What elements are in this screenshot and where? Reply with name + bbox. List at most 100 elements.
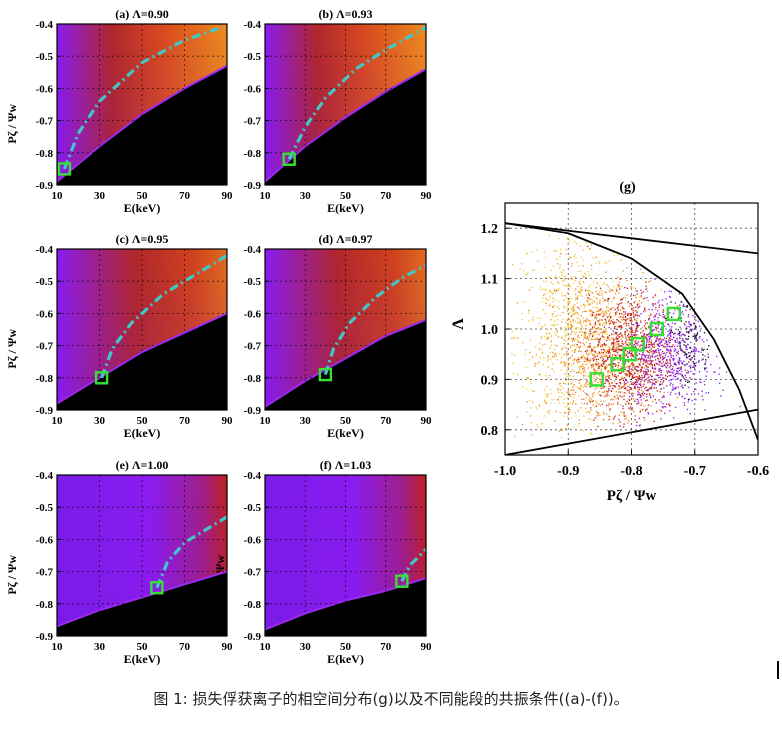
scatter-point — [624, 346, 626, 348]
scatter-point — [607, 315, 610, 318]
scatter-point — [655, 306, 657, 309]
scatter-point — [574, 311, 577, 313]
scatter-point — [592, 366, 594, 368]
scatter-point — [648, 341, 650, 344]
scatter-point — [661, 359, 664, 361]
scatter-point — [651, 354, 653, 356]
y-tick-label: -0.9 — [244, 405, 262, 417]
scatter-point — [564, 406, 566, 408]
scatter-point — [592, 306, 594, 308]
scatter-point — [644, 347, 646, 349]
scatter-point — [563, 382, 565, 384]
scatter-point — [595, 262, 597, 264]
scatter-point — [677, 317, 680, 319]
scatter-point — [588, 293, 590, 295]
scatter-point — [652, 352, 654, 355]
x-tick-label: 10 — [52, 415, 64, 427]
scatter-point — [595, 286, 597, 289]
scatter-point — [662, 352, 665, 355]
scatter-point — [609, 415, 611, 418]
x-tick-label: 90 — [421, 190, 433, 202]
scatter-point — [570, 383, 572, 385]
scatter-point — [644, 410, 647, 412]
scatter-point — [591, 365, 593, 367]
scatter-point — [534, 362, 537, 364]
scatter-point — [535, 354, 537, 356]
scatter-point — [623, 314, 625, 316]
scatter-point — [539, 357, 541, 359]
scatter-point — [596, 355, 598, 357]
scatter-point — [618, 371, 620, 373]
scatter-point — [629, 330, 631, 332]
scatter-point — [675, 376, 677, 378]
scatter-point — [606, 339, 608, 342]
scatter-point — [646, 396, 648, 398]
scatter-point — [584, 385, 586, 388]
scatter-point — [584, 369, 586, 371]
scatter-point — [640, 332, 642, 334]
scatter-point — [636, 303, 639, 305]
scatter-point — [607, 358, 609, 360]
y-tick-label: 1.1 — [481, 273, 499, 288]
resonance-marker — [649, 321, 664, 337]
scatter-point — [667, 323, 670, 325]
scatter-point — [649, 346, 651, 348]
x-axis-label: E(keV) — [327, 652, 364, 666]
scatter-point — [577, 371, 580, 373]
scatter-point — [536, 363, 539, 365]
scatter-point — [648, 354, 650, 357]
scatter-point — [590, 364, 592, 366]
scatter-point — [601, 334, 604, 336]
scatter-point — [558, 391, 560, 394]
scatter-point — [633, 399, 635, 401]
scatter-point — [610, 315, 612, 318]
y-axis-label: Pζ / Ψw — [5, 104, 19, 144]
scatter-point — [626, 330, 628, 332]
scatter-point — [663, 387, 665, 389]
scatter-point — [588, 418, 590, 420]
scatter-point — [662, 311, 664, 313]
scatter-point — [668, 349, 670, 352]
scatter-point — [595, 297, 598, 299]
scatter-point — [552, 313, 554, 315]
scatter-point — [680, 360, 682, 362]
scatter-point — [584, 333, 586, 336]
scatter-point — [620, 336, 622, 338]
scatter-point — [624, 342, 626, 345]
scatter-point — [602, 336, 604, 338]
scatter-point — [655, 355, 657, 357]
scatter-point — [650, 351, 652, 353]
scatter-point — [566, 319, 569, 321]
scatter-point — [666, 360, 668, 362]
scatter-point — [623, 381, 626, 383]
scatter-point — [627, 314, 629, 316]
scatter-point — [554, 291, 557, 293]
scatter-point — [584, 367, 586, 369]
scatter-point — [614, 359, 616, 361]
scatter-point — [691, 350, 693, 353]
scatter-point — [623, 387, 625, 389]
scatter-point — [600, 332, 602, 334]
scatter-point — [547, 336, 549, 338]
scatter-point — [579, 331, 581, 333]
scatter-point — [577, 327, 579, 329]
scatter-point — [647, 366, 649, 368]
scatter-point — [514, 436, 516, 438]
scatter-point — [695, 326, 697, 328]
scatter-point — [609, 372, 611, 374]
scatter-point — [574, 313, 576, 315]
scatter-point — [668, 325, 671, 327]
scatter-point — [546, 411, 549, 413]
scatter-point — [633, 334, 635, 336]
scatter-point — [607, 307, 609, 309]
scatter-point — [589, 330, 591, 332]
scatter-point — [665, 298, 667, 300]
scatter-point — [542, 309, 545, 311]
scatter-point — [567, 322, 569, 325]
x-tick-label: 70 — [380, 415, 392, 427]
scatter-point — [634, 419, 636, 421]
scatter-point — [589, 314, 592, 316]
scatter-point — [584, 371, 586, 373]
scatter-point — [564, 275, 567, 278]
scatter-point — [651, 386, 653, 388]
